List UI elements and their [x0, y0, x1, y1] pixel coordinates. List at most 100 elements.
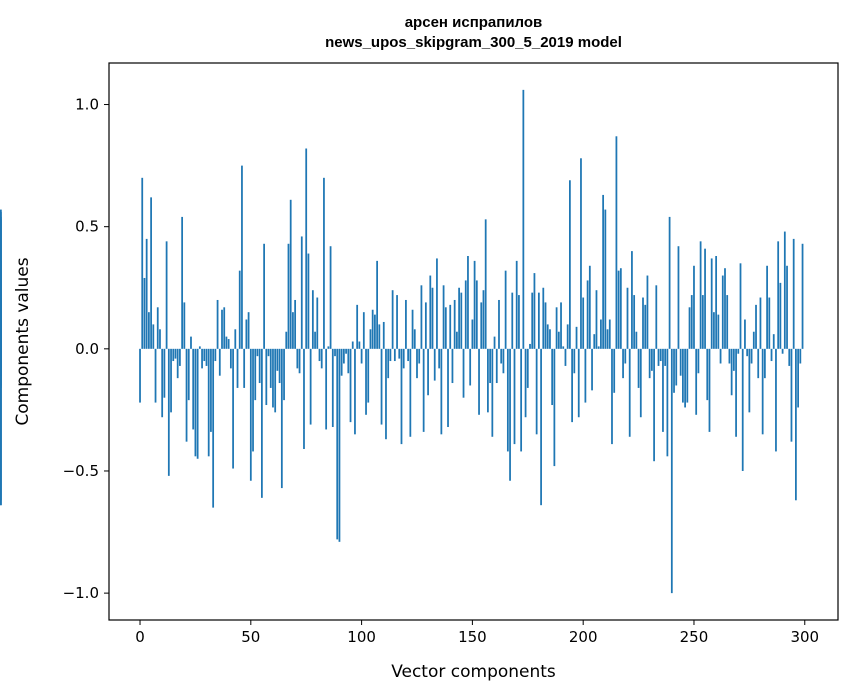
y-tick-label: 1.0 — [75, 96, 99, 114]
bar — [444, 307, 447, 349]
bar — [779, 282, 782, 349]
bar — [724, 268, 726, 349]
bar — [285, 331, 288, 349]
bar — [715, 256, 718, 349]
bar — [238, 270, 241, 349]
bar — [586, 280, 589, 349]
bar — [757, 348, 760, 379]
bar — [631, 251, 633, 349]
bar — [218, 348, 221, 376]
bar — [420, 285, 423, 349]
bar — [402, 348, 405, 369]
bar — [562, 346, 565, 349]
bar — [389, 348, 392, 362]
bar — [662, 348, 664, 432]
bar — [176, 348, 179, 379]
x-tick-label: 50 — [241, 628, 260, 646]
bar — [549, 329, 551, 349]
bar — [682, 348, 684, 403]
bar — [165, 241, 168, 349]
bar — [336, 348, 339, 540]
bar — [440, 348, 443, 435]
bar — [569, 180, 571, 349]
y-tick-label: 0.5 — [75, 218, 99, 236]
bar — [342, 348, 345, 364]
bar — [170, 348, 172, 413]
bar — [646, 275, 649, 349]
bar — [719, 348, 722, 364]
bar — [560, 302, 562, 349]
bar — [340, 348, 343, 376]
bar — [750, 348, 753, 364]
bar — [449, 304, 452, 349]
bar — [522, 89, 525, 349]
bar — [701, 295, 704, 349]
bar — [746, 348, 749, 357]
bar — [276, 348, 279, 371]
bar — [730, 348, 733, 396]
bar — [781, 348, 784, 354]
bar — [469, 348, 472, 386]
bar — [334, 348, 336, 357]
bar — [433, 348, 436, 381]
bar — [604, 209, 607, 349]
bar — [280, 348, 283, 489]
bar — [546, 324, 549, 349]
bar — [405, 299, 407, 349]
y-tick-label: 0.0 — [75, 340, 99, 358]
bar — [422, 348, 425, 432]
bar — [203, 348, 206, 362]
bar — [739, 263, 742, 349]
bar — [413, 329, 416, 349]
bar — [181, 216, 184, 349]
bar — [249, 348, 252, 481]
plot-frame — [108, 62, 839, 621]
bar — [515, 260, 518, 349]
bar — [611, 348, 613, 445]
bar — [653, 348, 655, 462]
bar — [582, 297, 585, 349]
x-tick-label: 100 — [347, 628, 376, 646]
bar — [365, 348, 367, 415]
bar — [464, 280, 467, 349]
bar — [298, 348, 301, 374]
bar — [797, 348, 799, 408]
bar — [192, 348, 195, 430]
bar — [686, 348, 689, 403]
bar — [159, 329, 161, 349]
bar — [172, 348, 175, 362]
bar — [458, 287, 460, 349]
bar — [207, 348, 210, 457]
bar — [221, 309, 223, 349]
bar — [801, 243, 804, 349]
bar — [744, 319, 746, 349]
bar — [150, 197, 152, 349]
bar — [697, 348, 700, 374]
bar — [504, 270, 507, 349]
bar — [564, 348, 567, 366]
bar — [205, 348, 208, 366]
bar — [628, 348, 631, 437]
x-tick-label: 150 — [458, 628, 487, 646]
bar — [679, 348, 682, 376]
bar — [232, 348, 234, 469]
bar — [0, 348, 2, 501]
bar — [462, 348, 465, 398]
bar — [296, 348, 299, 369]
bar — [675, 348, 678, 386]
x-axis-label: Vector components — [391, 662, 556, 682]
bar — [194, 348, 197, 457]
bar — [400, 348, 403, 445]
bar — [243, 348, 246, 388]
bar — [362, 312, 365, 349]
bar — [555, 307, 558, 349]
bar — [690, 295, 693, 349]
bar — [602, 194, 605, 349]
bar — [526, 348, 529, 388]
bar — [354, 348, 356, 435]
bar — [799, 348, 802, 364]
bar — [371, 309, 374, 349]
bar — [606, 329, 609, 349]
bar — [713, 312, 715, 349]
bar — [670, 348, 673, 594]
